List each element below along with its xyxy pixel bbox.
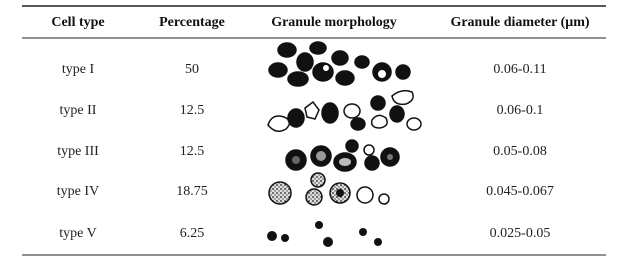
table-cell: 12.5 <box>180 103 205 118</box>
table-cell: 0.06-0.1 <box>497 103 544 118</box>
table-cell: 12.5 <box>180 144 205 159</box>
header-cell: Granule diameter (μm) <box>450 15 589 30</box>
table-cell: 18.75 <box>176 184 208 199</box>
header-cell: Percentage <box>159 15 225 30</box>
table-cell: type II <box>60 103 97 118</box>
table-body: type I 50 0.06-0.11 type II 12.5 0.06-0.1 type… <box>57 62 554 241</box>
table-cell: 0.025-0.05 <box>490 226 551 241</box>
table-cell: 50 <box>185 62 199 77</box>
table-cell: 0.05-0.08 <box>493 144 547 159</box>
table-cell: 6.25 <box>180 226 205 241</box>
page: {"table": { "header": ["Cell type", "Per… <box>0 0 621 258</box>
header-cell: Granule morphology <box>271 15 397 30</box>
table-cell: type V <box>59 226 96 241</box>
granule-type-5 <box>267 221 382 247</box>
table: Cell type Percentage Granule morphology … <box>0 0 621 258</box>
granule-type-1 <box>269 42 410 86</box>
granule-type-4 <box>269 173 389 205</box>
table-cell: type IV <box>57 184 99 199</box>
granule-type-3 <box>286 140 399 171</box>
table-cell: 0.06-0.11 <box>493 62 546 77</box>
granule-type-2 <box>268 91 421 132</box>
table-cell: 0.045-0.067 <box>486 184 554 199</box>
table-cell: type III <box>57 144 99 159</box>
table-cell: type I <box>62 62 95 77</box>
header-cell: Cell type <box>51 15 104 30</box>
